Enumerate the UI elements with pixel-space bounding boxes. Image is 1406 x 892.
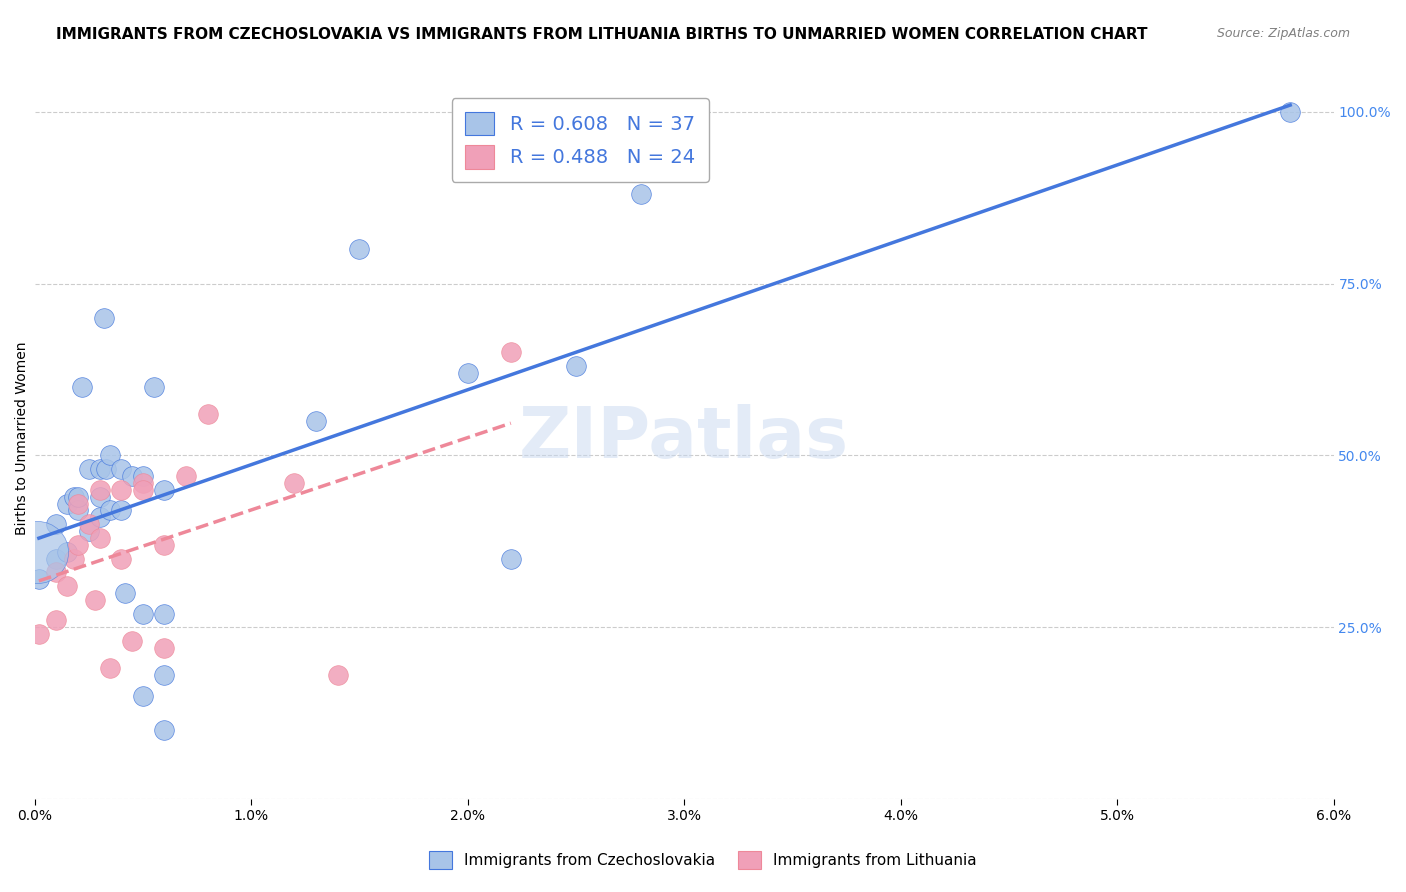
Point <box>28 627 51 641</box>
Point <box>84 592 107 607</box>
Point <box>45 613 67 627</box>
Point <box>457 366 479 380</box>
Point <box>93 310 115 325</box>
Point <box>98 449 121 463</box>
Point <box>45 566 67 580</box>
Point <box>94 462 117 476</box>
Point <box>89 510 111 524</box>
Point <box>132 475 155 490</box>
Point <box>565 359 588 373</box>
Point <box>283 475 305 490</box>
Point <box>132 483 155 497</box>
Point <box>98 503 121 517</box>
Point <box>121 634 143 648</box>
Point <box>66 497 89 511</box>
Point <box>66 503 89 517</box>
Point <box>77 517 100 532</box>
Point <box>89 483 111 497</box>
Point <box>45 517 67 532</box>
Point <box>132 689 155 703</box>
Point <box>153 483 176 497</box>
Point <box>114 586 136 600</box>
Point <box>142 380 165 394</box>
Point <box>56 497 79 511</box>
Point <box>153 538 176 552</box>
Point <box>77 524 100 538</box>
Y-axis label: Births to Unmarried Women: Births to Unmarried Women <box>15 342 30 535</box>
Point <box>98 661 121 675</box>
Point <box>25 544 48 558</box>
Text: IMMIGRANTS FROM CZECHOSLOVAKIA VS IMMIGRANTS FROM LITHUANIA BIRTHS TO UNMARRIED : IMMIGRANTS FROM CZECHOSLOVAKIA VS IMMIGR… <box>56 27 1147 42</box>
Point <box>110 462 132 476</box>
Point <box>62 490 84 504</box>
Point <box>121 469 143 483</box>
Point <box>326 668 349 682</box>
Point <box>197 407 219 421</box>
Point <box>89 462 111 476</box>
Point <box>66 538 89 552</box>
Point <box>153 640 176 655</box>
Point <box>153 607 176 621</box>
Point <box>110 503 132 517</box>
Point <box>110 483 132 497</box>
Text: ZIPatlas: ZIPatlas <box>519 404 849 473</box>
Point <box>28 572 51 586</box>
Point <box>499 345 522 359</box>
Point <box>45 551 67 566</box>
Point <box>89 490 111 504</box>
Legend: R = 0.608   N = 37, R = 0.488   N = 24: R = 0.608 N = 37, R = 0.488 N = 24 <box>451 98 709 182</box>
Point <box>153 723 176 738</box>
Point <box>1279 104 1302 119</box>
Point <box>132 607 155 621</box>
Point <box>56 544 79 558</box>
Point <box>132 469 155 483</box>
Point <box>77 462 100 476</box>
Text: Source: ZipAtlas.com: Source: ZipAtlas.com <box>1216 27 1350 40</box>
Point <box>89 531 111 545</box>
Point <box>349 242 371 256</box>
Point <box>153 668 176 682</box>
Point <box>70 380 93 394</box>
Point <box>305 414 328 428</box>
Point <box>110 551 132 566</box>
Point <box>56 579 79 593</box>
Point <box>62 551 84 566</box>
Point <box>66 490 89 504</box>
Point <box>630 187 652 202</box>
Legend: Immigrants from Czechoslovakia, Immigrants from Lithuania: Immigrants from Czechoslovakia, Immigran… <box>423 845 983 875</box>
Point <box>174 469 197 483</box>
Point <box>499 551 522 566</box>
